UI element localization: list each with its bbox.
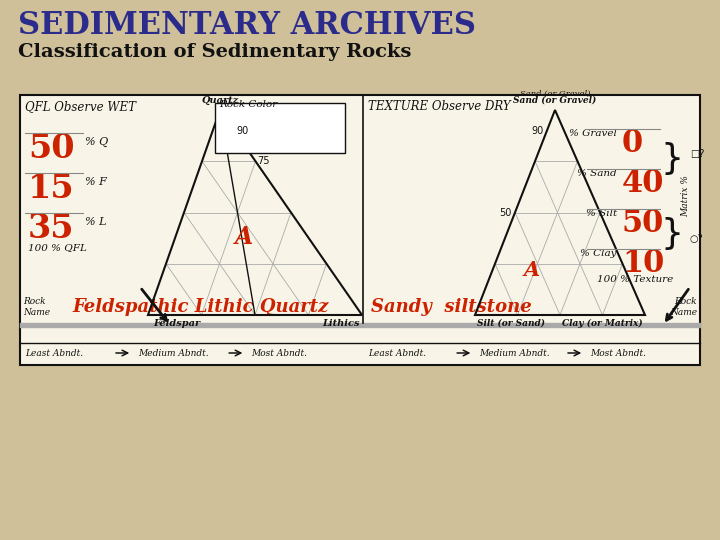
Text: □?: □? bbox=[690, 149, 704, 159]
Text: 35: 35 bbox=[28, 212, 74, 245]
Text: 100 % QFL: 100 % QFL bbox=[28, 243, 87, 252]
Text: 0: 0 bbox=[622, 128, 643, 159]
Text: 10: 10 bbox=[622, 248, 665, 279]
Text: % F: % F bbox=[85, 177, 107, 187]
Text: A: A bbox=[235, 225, 253, 249]
Text: Rock
Name: Rock Name bbox=[23, 298, 50, 316]
Text: }: } bbox=[660, 142, 683, 176]
Text: Least Abndt.: Least Abndt. bbox=[369, 348, 426, 357]
Text: Rock Color: Rock Color bbox=[220, 100, 278, 109]
Text: Matrix %: Matrix % bbox=[682, 176, 690, 218]
Bar bbox=[20, 95, 700, 365]
Text: }: } bbox=[660, 217, 683, 251]
Text: 50: 50 bbox=[28, 132, 75, 165]
Text: ○?: ○? bbox=[690, 234, 703, 244]
Bar bbox=[215, 103, 346, 153]
Text: TEXTURE Observe DRY: TEXTURE Observe DRY bbox=[369, 100, 511, 113]
Text: Feldspathic Lithic Quartz: Feldspathic Lithic Quartz bbox=[72, 298, 328, 316]
Text: QFL Observe WET: QFL Observe WET bbox=[25, 100, 136, 113]
Text: Medium Abndt.: Medium Abndt. bbox=[480, 348, 550, 357]
Text: 50: 50 bbox=[500, 207, 512, 218]
Text: 100 % Texture: 100 % Texture bbox=[597, 275, 673, 284]
Text: Medium Abndt.: Medium Abndt. bbox=[138, 348, 209, 357]
Text: Clay (or Matrix): Clay (or Matrix) bbox=[562, 319, 643, 328]
Text: Sand (or Gravel): Sand (or Gravel) bbox=[520, 90, 590, 98]
Text: % Gravel: % Gravel bbox=[569, 129, 617, 138]
Text: 90: 90 bbox=[532, 125, 544, 136]
Text: 40: 40 bbox=[622, 168, 665, 199]
Text: Rock
Name: Rock Name bbox=[670, 298, 697, 316]
Text: Classification of Sedimentary Rocks: Classification of Sedimentary Rocks bbox=[18, 43, 411, 61]
Text: % Clay: % Clay bbox=[580, 248, 617, 258]
Text: Lithics: Lithics bbox=[323, 319, 360, 328]
Text: Silt (or Sand): Silt (or Sand) bbox=[477, 319, 545, 328]
Text: Sand (or Gravel): Sand (or Gravel) bbox=[513, 96, 597, 105]
Text: Least Abndt.: Least Abndt. bbox=[25, 348, 83, 357]
Text: % Silt: % Silt bbox=[586, 208, 617, 218]
Text: Sandy  siltstone: Sandy siltstone bbox=[372, 298, 532, 316]
Text: % L: % L bbox=[85, 217, 107, 227]
Text: % Q: % Q bbox=[85, 137, 108, 147]
Text: 15: 15 bbox=[28, 172, 75, 205]
Text: 90: 90 bbox=[236, 125, 248, 136]
Text: 50: 50 bbox=[622, 208, 665, 239]
Text: 75: 75 bbox=[258, 156, 270, 166]
Text: Most Abndt.: Most Abndt. bbox=[251, 348, 307, 357]
Text: Feldspar: Feldspar bbox=[153, 319, 200, 328]
Text: % Sand: % Sand bbox=[577, 168, 617, 178]
Text: SEDIMENTARY ARCHIVES: SEDIMENTARY ARCHIVES bbox=[18, 10, 476, 41]
Text: Most Abndt.: Most Abndt. bbox=[590, 348, 646, 357]
Text: A: A bbox=[523, 260, 540, 280]
Text: Quartz: Quartz bbox=[202, 96, 238, 105]
